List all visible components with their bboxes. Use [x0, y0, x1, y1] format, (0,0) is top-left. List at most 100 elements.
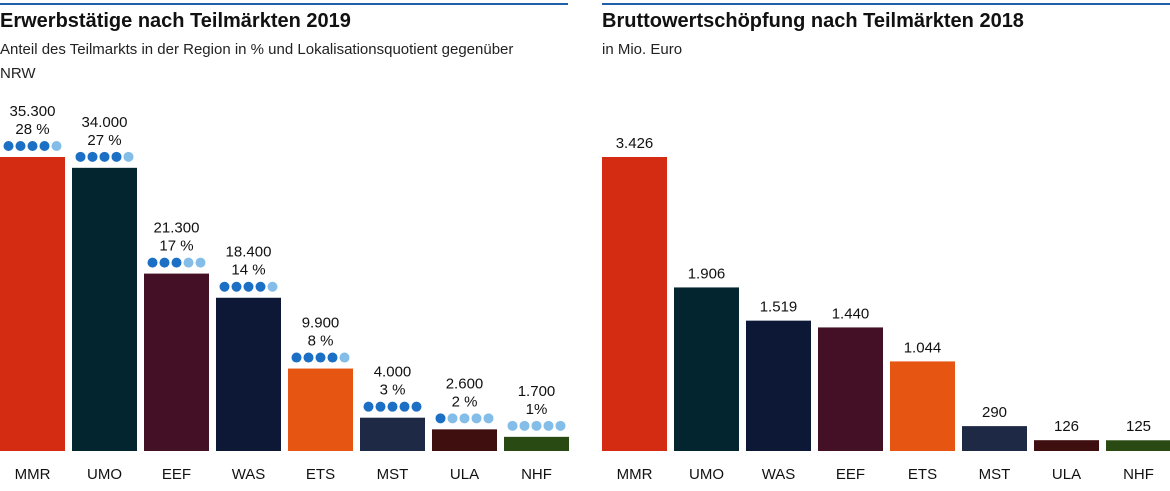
value-label: 35.300 [10, 103, 56, 120]
x-tick-label: ETS [908, 466, 937, 483]
value-label: 125 [1126, 418, 1151, 435]
share-label: 2 % [452, 393, 478, 410]
value-label: 1.906 [688, 265, 726, 282]
lq-dot [411, 401, 422, 412]
lq-dot [303, 352, 314, 363]
lq-dot [3, 141, 14, 151]
bar [360, 417, 425, 451]
share-label: 3 % [380, 382, 406, 399]
lq-dot [255, 281, 266, 292]
lq-dot [471, 413, 482, 424]
lq-dot [147, 257, 158, 268]
share-label: 8 % [308, 333, 334, 350]
chart-title: Erwerbstätige nach Teilmärkten 2019 [0, 10, 351, 32]
chart-title: Bruttowertschöpfung nach Teilmärkten 201… [602, 10, 1024, 32]
x-tick-label: MMR [617, 466, 653, 483]
bar [818, 327, 883, 451]
x-tick-label: ULA [450, 466, 479, 483]
chart-subtitle: Anteil des Teilmarkts in der Region in %… [0, 41, 514, 82]
lq-dot [375, 401, 386, 412]
value-label: 1.044 [904, 339, 942, 356]
value-label: 2.600 [446, 375, 484, 392]
lq-dot [123, 151, 134, 162]
lq-dot [231, 281, 242, 292]
bar [216, 297, 281, 451]
lq-dot [75, 151, 86, 162]
bar [1106, 440, 1170, 451]
x-tick-label: EEF [836, 466, 865, 483]
bar [1034, 440, 1099, 451]
value-label: 126 [1054, 418, 1079, 435]
lq-dot [99, 151, 110, 162]
lq-dot [387, 401, 398, 412]
bar [504, 436, 569, 451]
lq-dot [267, 281, 278, 292]
value-label: 21.300 [154, 220, 200, 237]
lq-dot [459, 413, 470, 424]
lq-dot [363, 401, 374, 412]
bar [0, 157, 65, 451]
bar [746, 320, 811, 451]
value-label: 3.426 [616, 135, 654, 152]
share-label: 14 % [231, 262, 265, 279]
bar [890, 361, 955, 451]
x-tick-label: NHF [521, 466, 552, 483]
lq-dot [543, 420, 554, 431]
bar [602, 157, 667, 451]
bar [288, 368, 353, 451]
x-tick-label: NHF [1123, 466, 1154, 483]
lq-dot [531, 420, 542, 431]
share-label: 27 % [87, 132, 121, 149]
lq-dot [15, 141, 26, 151]
lq-dot [555, 420, 566, 431]
lq-dot [435, 413, 446, 424]
x-tick-label: MST [377, 466, 409, 483]
lq-dot [243, 281, 254, 292]
bar [962, 426, 1027, 451]
lq-dot [327, 352, 338, 363]
lq-dot [399, 401, 410, 412]
lq-dot [51, 141, 62, 151]
lq-dot [219, 281, 230, 292]
x-tick-label: ULA [1052, 466, 1081, 483]
lq-dot [27, 141, 38, 151]
lq-dot [315, 352, 326, 363]
share-label: 17 % [159, 238, 193, 255]
value-label: 9.900 [302, 315, 340, 332]
value-label: 1.440 [832, 305, 870, 322]
x-tick-label: WAS [232, 466, 266, 483]
x-tick-label: EEF [162, 466, 191, 483]
value-label: 4.000 [374, 364, 412, 381]
lq-dot [507, 420, 518, 431]
lq-dot [291, 352, 302, 363]
lq-dot [159, 257, 170, 268]
value-label: 1.700 [518, 383, 556, 400]
lq-dot [111, 151, 122, 162]
x-tick-label: MMR [15, 466, 51, 483]
x-tick-label: ETS [306, 466, 335, 483]
bar [432, 429, 497, 451]
value-label: 34.000 [82, 114, 128, 131]
bar [144, 273, 209, 451]
lq-dot [183, 257, 194, 268]
lq-dot [483, 413, 494, 424]
chart-subtitle: in Mio. Euro [602, 41, 683, 58]
lq-dot [339, 352, 350, 363]
value-label: 18.400 [226, 244, 272, 261]
lq-dot [195, 257, 206, 268]
lq-dot [87, 151, 98, 162]
lq-dot [171, 257, 182, 268]
x-tick-label: UMO [689, 466, 724, 483]
x-tick-label: MST [979, 466, 1011, 483]
bar [674, 287, 739, 451]
share-label: 28 % [15, 121, 49, 138]
bar [72, 167, 137, 451]
x-tick-label: WAS [762, 466, 796, 483]
lq-dot [519, 420, 530, 431]
value-label: 290 [982, 404, 1007, 421]
value-label: 1.519 [760, 299, 798, 316]
lq-dot [447, 413, 458, 424]
lq-dot [39, 141, 50, 151]
